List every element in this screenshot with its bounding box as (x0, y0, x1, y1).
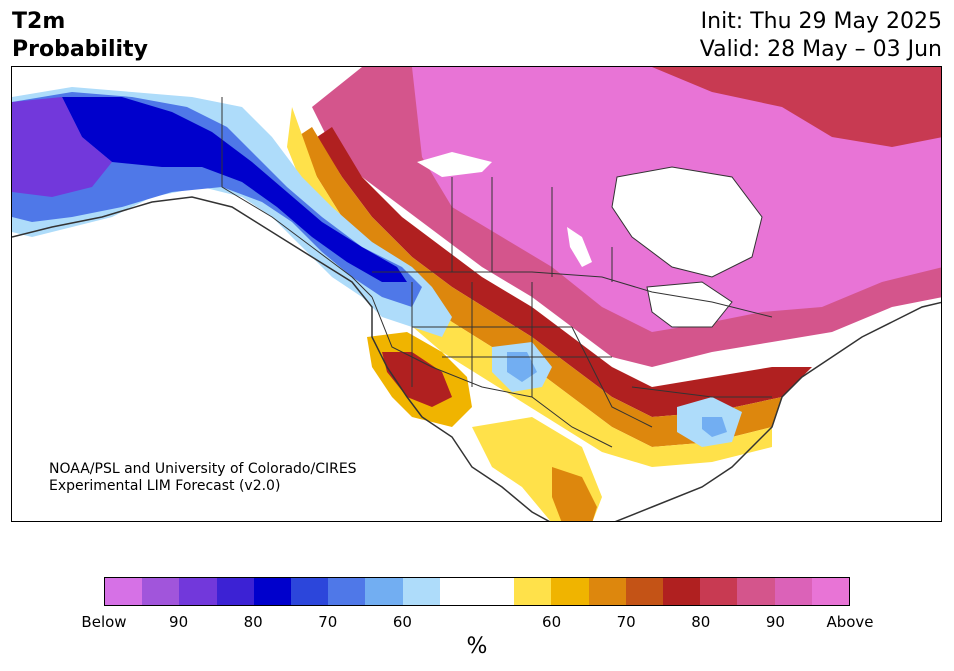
colorbar-segment (105, 578, 143, 605)
colorbar-segment (477, 578, 515, 605)
colorbar-segment (737, 578, 775, 605)
colorbar-segment (514, 578, 552, 605)
map-panel (11, 66, 942, 522)
warm-region-southwest-core (382, 352, 452, 407)
colorbar-segment (588, 578, 626, 605)
colorbar-segment (663, 578, 701, 605)
colorbar-tick-label: 70 (318, 613, 338, 631)
probability-map (12, 67, 941, 521)
colorbar-segment (439, 578, 478, 605)
forecast-dates: Init: Thu 29 May 2025 Valid: 28 May – 03… (700, 8, 942, 64)
map-title: T2m Probability (12, 8, 148, 64)
colorbar-segment (625, 578, 664, 605)
colorbar-segment (179, 578, 217, 605)
colorbar-unit: % (466, 634, 488, 659)
colorbar-segment (291, 578, 329, 605)
credit-text: NOAA/PSL and University of Colorado/CIRE… (49, 461, 357, 495)
colorbar-segment (216, 578, 254, 605)
great-slave-lake (417, 152, 492, 177)
cold-region-alaska-west (12, 97, 112, 197)
colorbar (104, 577, 850, 606)
cold-region-plains-core (507, 352, 537, 382)
colorbar-segment (253, 578, 292, 605)
colorbar-segment (365, 578, 403, 605)
title-type: Probability (12, 37, 148, 62)
warm-region-arctic (652, 67, 941, 147)
colorbar-tick-label: 90 (765, 613, 785, 631)
colorbar-segment (328, 578, 366, 605)
colorbar-segment (551, 578, 589, 605)
colorbar-tick-label: 60 (392, 613, 412, 631)
cold-region-alaska-core (62, 97, 407, 282)
colorbar-tick-label: 60 (542, 613, 562, 631)
colorbar-tick-label: 80 (243, 613, 263, 631)
lake-winnipeg (567, 227, 592, 267)
colorbar-segment (700, 578, 738, 605)
cold-region-southeast-core (702, 417, 727, 437)
credit-line-2: Experimental LIM Forecast (v2.0) (49, 478, 281, 494)
colorbar-tick-label: 70 (616, 613, 636, 631)
great-lakes (646, 281, 733, 328)
colorbar-segment (811, 578, 850, 605)
colorbar-tick-label: Below (81, 613, 127, 631)
colorbar-segment (774, 578, 812, 605)
warm-band-red (317, 127, 812, 417)
colorbar-tick-label: Above (826, 613, 874, 631)
title-variable: T2m (12, 9, 66, 34)
colorbar-segment (402, 578, 440, 605)
coastlines (12, 196, 941, 521)
hudson-bay (611, 166, 763, 278)
colorbar-tick-label: 80 (691, 613, 711, 631)
colorbar-tick-label: 90 (169, 613, 189, 631)
credit-line-1: NOAA/PSL and University of Colorado/CIRE… (49, 461, 357, 477)
colorbar-segment (142, 578, 180, 605)
valid-dates: Valid: 28 May – 03 Jun (699, 37, 942, 62)
warm-region-mexico-core (552, 467, 597, 521)
init-date: Init: Thu 29 May 2025 (700, 9, 942, 34)
political-borders (221, 97, 773, 448)
